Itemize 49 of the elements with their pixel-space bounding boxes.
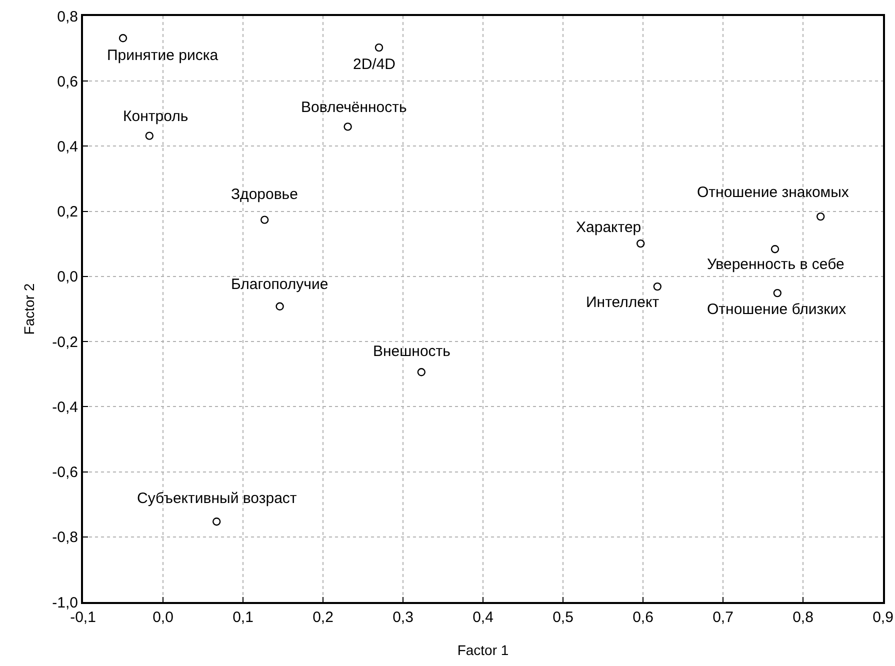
x-tick-label: 0,1	[232, 609, 254, 626]
point	[417, 368, 426, 376]
annotation: Контроль	[123, 108, 188, 125]
point	[260, 216, 269, 224]
annotation: Принятие риска	[107, 47, 219, 64]
annotation: Благополучие	[231, 276, 328, 293]
annotation: Отношение близких	[707, 301, 847, 318]
annotation: 2D/4D	[353, 56, 396, 73]
y-tick-label: 0,6	[57, 73, 78, 90]
annotation: Интеллект	[586, 294, 660, 311]
annotation: Внешность	[373, 343, 451, 360]
annotation: Вовлечённость	[301, 99, 408, 116]
y-tick-label: -0,4	[52, 398, 78, 416]
x-tick-label: 0,9	[872, 609, 894, 626]
y-tick-label: 0,0	[57, 268, 78, 286]
point	[636, 239, 645, 248]
annotation: Уверенность в себе	[707, 256, 844, 273]
point	[773, 288, 782, 298]
y-tick-label: 0,2	[57, 204, 78, 221]
x-tick-label: -0,1	[70, 609, 96, 626]
x-tick-label: 0,4	[472, 609, 494, 626]
y-tick-label: 0,8	[57, 8, 78, 26]
point	[276, 302, 284, 310]
y-tick-label: -1,0	[52, 594, 78, 612]
y-tick-label: 0,4	[57, 138, 78, 156]
point	[374, 43, 384, 52]
x-tick-label: 0,3	[392, 609, 414, 626]
point	[770, 245, 780, 254]
x-tick-label: 0,7	[712, 609, 734, 626]
x-tick-label: 0,0	[152, 609, 174, 626]
y-tick-label: -0,8	[52, 529, 78, 546]
point	[118, 34, 128, 42]
y-tick-label: -0,2	[52, 334, 78, 351]
x-axis-title: Factor 1	[457, 642, 509, 658]
y-axis-title: Factor 2	[21, 283, 38, 335]
y-tick-label: -0,6	[52, 464, 78, 482]
annotation: Характер	[576, 219, 642, 236]
x-tick-label: 0,5	[552, 609, 574, 626]
annotation: Отношение знакомых	[697, 184, 850, 201]
x-tick-label: 0,2	[312, 609, 334, 626]
point	[653, 282, 662, 291]
annotation: Субъективный возраст	[137, 490, 297, 507]
point	[145, 132, 154, 140]
point	[344, 122, 352, 131]
point	[816, 212, 825, 221]
x-tick-label: 0,6	[632, 609, 654, 626]
x-tick-label: 0,8	[792, 609, 814, 626]
annotation: Здоровье	[231, 186, 298, 203]
point	[212, 517, 221, 526]
